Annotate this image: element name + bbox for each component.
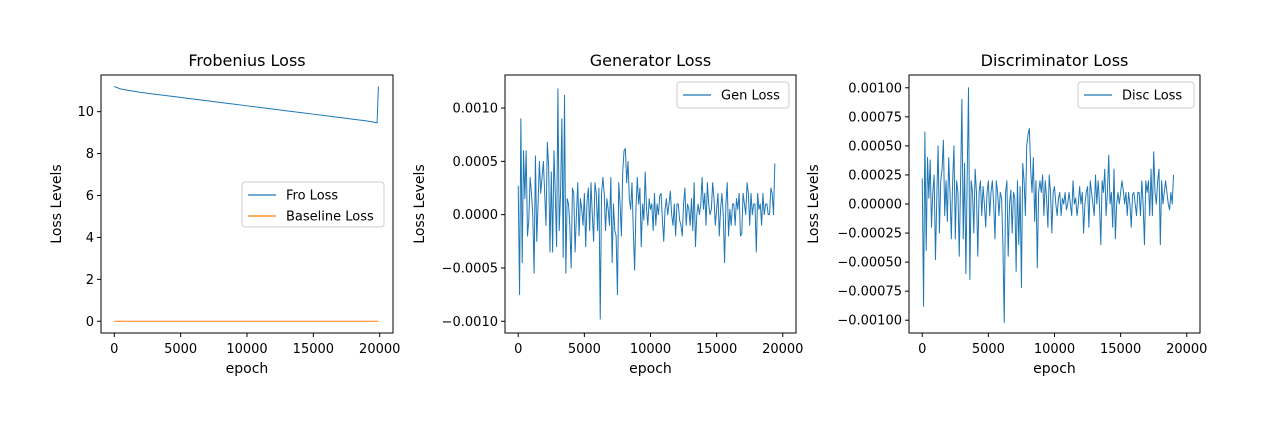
y-tick-label: 0.00025: [848, 168, 902, 183]
y-tick-label: 0.0005: [453, 155, 499, 170]
x-tick-label: 5000: [164, 342, 197, 357]
y-tick-label: 0.0000: [453, 208, 499, 223]
y-axis-label: Loss Levels: [806, 164, 822, 243]
y-tick-label: 6: [86, 189, 94, 204]
chart-title: Frobenius Loss: [188, 51, 305, 70]
x-tick-label: 5000: [972, 342, 1005, 357]
x-tick-label: 20000: [762, 342, 803, 357]
axes-frame: [908, 74, 1201, 334]
series-line-gen-loss: [517, 88, 776, 320]
legend-box: [676, 81, 790, 109]
y-tick-label: −0.00025: [837, 227, 902, 242]
x-tick-label: 5000: [568, 342, 601, 357]
y-tick-label: 10: [77, 105, 94, 120]
x-axis-label: epoch: [629, 361, 672, 377]
y-tick-label: −0.00050: [837, 256, 902, 271]
x-tick-label: 20000: [1166, 342, 1207, 357]
y-tick-label: 4: [86, 231, 94, 246]
legend-label: Disc Loss: [1122, 89, 1182, 104]
x-tick-label: 0: [110, 342, 118, 357]
chart-title: Discriminator Loss: [981, 51, 1129, 70]
legend-label: Gen Loss: [721, 89, 780, 104]
legend-label: Fro Loss: [286, 189, 338, 204]
y-tick-label: 2: [86, 273, 94, 288]
chart-panel-3: Discriminator Loss 0 5000 10000 15000 20000 −0…: [806, 51, 1207, 377]
series-line-disc-loss: [921, 87, 1175, 324]
x-axis-label: epoch: [226, 361, 269, 377]
series-line-fro-loss: [114, 86, 379, 124]
chart-panel-1: Frobenius Loss 0 5000 10000 15000 20000 0 2 4 6 8 1…: [49, 51, 400, 377]
chart-panel-2: Generator Loss 0 5000 10000 15000 20000 −0.001…: [412, 51, 803, 377]
y-tick-label: −0.0010: [442, 315, 498, 330]
y-tick-label: 0.00050: [848, 139, 902, 154]
y-axis-label: Loss Levels: [412, 164, 428, 243]
x-tick-label: 0: [918, 342, 926, 357]
x-tick-label: 15000: [1100, 342, 1141, 357]
legend: Disc Loss: [1077, 81, 1195, 109]
y-axis-label: Loss Levels: [49, 164, 65, 243]
x-tick-label: 15000: [293, 342, 334, 357]
x-tick-label: 10000: [226, 342, 267, 357]
y-tick-label: −0.0005: [442, 261, 498, 276]
y-tick-label: 8: [86, 147, 94, 162]
x-tick-label: 10000: [630, 342, 671, 357]
legend-box: [241, 181, 385, 228]
y-tick-label: 0: [86, 315, 94, 330]
x-tick-label: 10000: [1034, 342, 1075, 357]
legend-label: Baseline Loss: [286, 210, 374, 225]
x-tick-label: 0: [514, 342, 522, 357]
legend-box: [1077, 81, 1195, 109]
y-tick-label: 0.00000: [848, 198, 902, 213]
x-tick-label: 20000: [359, 342, 400, 357]
axes-frame: [100, 74, 394, 334]
legend: Fro Loss Baseline Loss: [241, 181, 385, 228]
x-axis-label: epoch: [1033, 361, 1076, 377]
legend: Gen Loss: [676, 81, 790, 109]
y-tick-label: 0.00075: [848, 110, 902, 125]
y-tick-label: 0.00100: [848, 81, 902, 96]
axes-frame: [504, 74, 797, 334]
y-tick-label: 0.0010: [453, 102, 499, 117]
y-tick-label: −0.00075: [837, 285, 902, 300]
chart-title: Generator Loss: [590, 51, 711, 70]
x-tick-label: 15000: [696, 342, 737, 357]
y-tick-label: −0.00100: [837, 314, 902, 329]
